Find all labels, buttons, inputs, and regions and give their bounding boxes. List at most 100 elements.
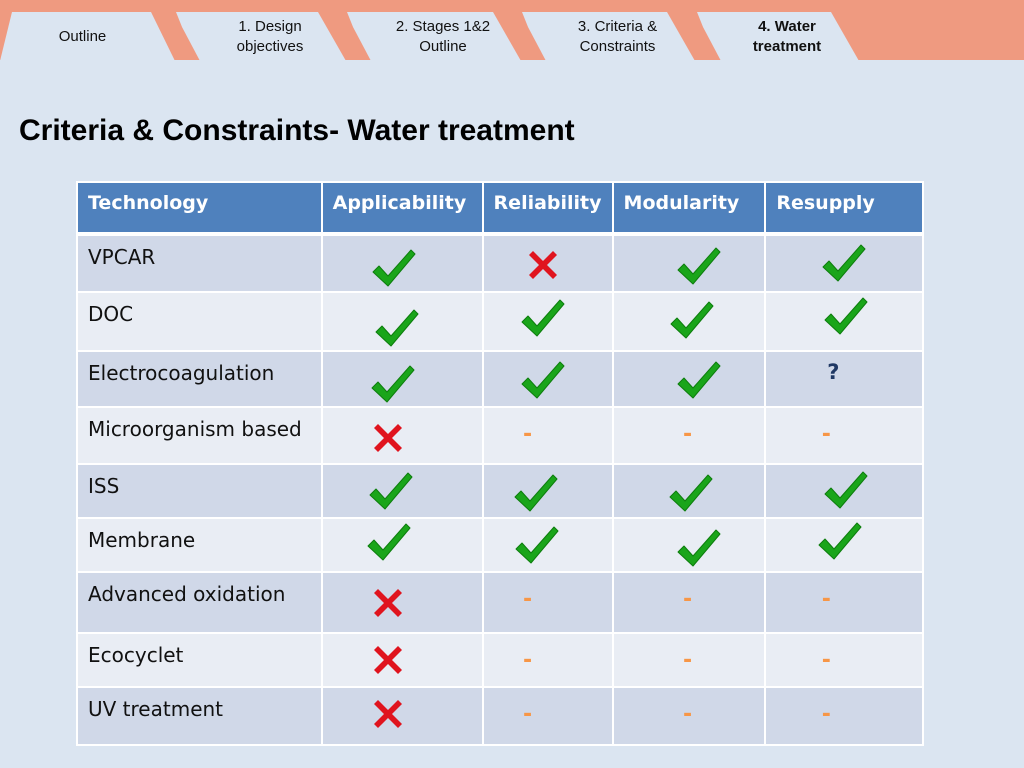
criteria-table: Technology Applicability Reliability Mod… [76, 181, 924, 747]
rating-cell [320, 405, 484, 465]
dash-mark: - [682, 587, 693, 613]
header-modularity: Modularity [611, 181, 767, 236]
rating-cell [611, 232, 767, 294]
check-icon [367, 469, 415, 513]
check-icon [373, 306, 421, 350]
check-icon [512, 471, 560, 515]
cross-icon [364, 638, 412, 682]
dash-mark: - [522, 421, 533, 447]
rating-cell [611, 291, 767, 352]
dash-mark: - [821, 647, 831, 673]
technology-name: Advanced oxidation [76, 571, 323, 634]
technology-name: Ecocyclet [76, 631, 323, 688]
check-icon [519, 296, 567, 340]
dash-mark: - [682, 421, 693, 447]
rating-cell: - [611, 631, 767, 688]
rating-cell [320, 291, 484, 352]
dash-mark: - [522, 647, 533, 673]
rating-cell: - [481, 685, 614, 747]
cross-icon [519, 243, 567, 287]
check-icon [675, 358, 723, 402]
tab-outline[interactable]: Outline [0, 12, 175, 61]
rating-cell [611, 462, 767, 520]
rating-cell: - [611, 685, 767, 747]
table-row: VPCAR [76, 232, 924, 294]
rating-cell [320, 462, 484, 520]
dash-mark: - [821, 587, 831, 613]
dash-mark: - [821, 421, 831, 447]
tab-design-objectives[interactable]: 1. Design objectives [176, 12, 346, 61]
rating-cell [764, 517, 924, 574]
dash-mark: - [522, 701, 533, 727]
table-row: Microorganism based - - - [76, 405, 924, 465]
tab-water-treatment[interactable]: 4. Water treatment [697, 12, 859, 61]
question-mark: ? [827, 359, 840, 384]
rating-cell [764, 291, 924, 352]
check-icon [822, 294, 870, 338]
header-resupply: Resupply [764, 181, 924, 236]
cross-icon [364, 416, 412, 460]
rating-cell: - [481, 571, 614, 634]
rating-cell: - [481, 405, 614, 465]
dash-mark: - [682, 701, 693, 727]
rating-cell [320, 232, 484, 294]
rating-cell [320, 571, 484, 634]
table-header-row: Technology Applicability Reliability Mod… [76, 181, 924, 236]
header-technology: Technology [76, 181, 323, 236]
rating-cell: - [764, 571, 924, 634]
header-applicability: Applicability [320, 181, 484, 236]
check-icon [370, 246, 418, 290]
rating-cell [320, 685, 484, 747]
rating-cell [764, 232, 924, 294]
table-row: Advanced oxidation - - - [76, 571, 924, 634]
check-icon [668, 298, 716, 342]
rating-cell: - [481, 631, 614, 688]
rating-cell: - [764, 685, 924, 747]
rating-cell [481, 462, 614, 520]
table-row: Electrocoagulation? [76, 349, 924, 408]
table-row: DOC [76, 291, 924, 352]
dash-mark: - [682, 647, 693, 673]
technology-name: Membrane [76, 517, 323, 574]
technology-name: UV treatment [76, 685, 323, 747]
check-icon [513, 523, 561, 567]
dash-mark: - [821, 701, 831, 727]
table-body: VPCAR DOC Electrocoagulation? Microorganism… [76, 232, 924, 747]
page-title: Criteria & Constraints- Water treatment [19, 114, 575, 147]
dash-mark: - [522, 587, 533, 613]
table-row: Ecocyclet - - - [76, 631, 924, 688]
rating-cell: - [611, 405, 767, 465]
rating-cell: - [611, 571, 767, 634]
rating-cell: - [764, 631, 924, 688]
rating-cell [481, 291, 614, 352]
rating-cell [320, 517, 484, 574]
rating-cell: ? [764, 349, 924, 408]
rating-cell: - [764, 405, 924, 465]
check-icon [820, 241, 868, 285]
table-row: Membrane [76, 517, 924, 574]
rating-cell [320, 631, 484, 688]
technology-name: VPCAR [76, 232, 323, 294]
tab-criteria-constraints[interactable]: 3. Criteria & Constraints [522, 12, 695, 61]
technology-name: DOC [76, 291, 323, 352]
check-icon [667, 471, 715, 515]
table-row: ISS [76, 462, 924, 520]
check-icon [369, 362, 417, 406]
check-icon [675, 526, 723, 570]
cross-icon [364, 692, 412, 736]
check-icon [519, 358, 567, 402]
technology-name: ISS [76, 462, 323, 520]
technology-name: Microorganism based [76, 405, 323, 465]
tab-stages-outline[interactable]: 2. Stages 1&2 Outline [347, 12, 521, 61]
check-icon [365, 520, 413, 564]
rating-cell [611, 517, 767, 574]
header-reliability: Reliability [481, 181, 614, 236]
check-icon [822, 468, 870, 512]
cross-icon [364, 581, 412, 625]
rating-cell [481, 349, 614, 408]
check-icon [816, 519, 864, 563]
rating-cell [611, 349, 767, 408]
rating-cell [764, 462, 924, 520]
table-row: UV treatment - - - [76, 685, 924, 747]
section-tabs: Outline 1. Design objectives 2. Stages 1… [0, 0, 1024, 60]
